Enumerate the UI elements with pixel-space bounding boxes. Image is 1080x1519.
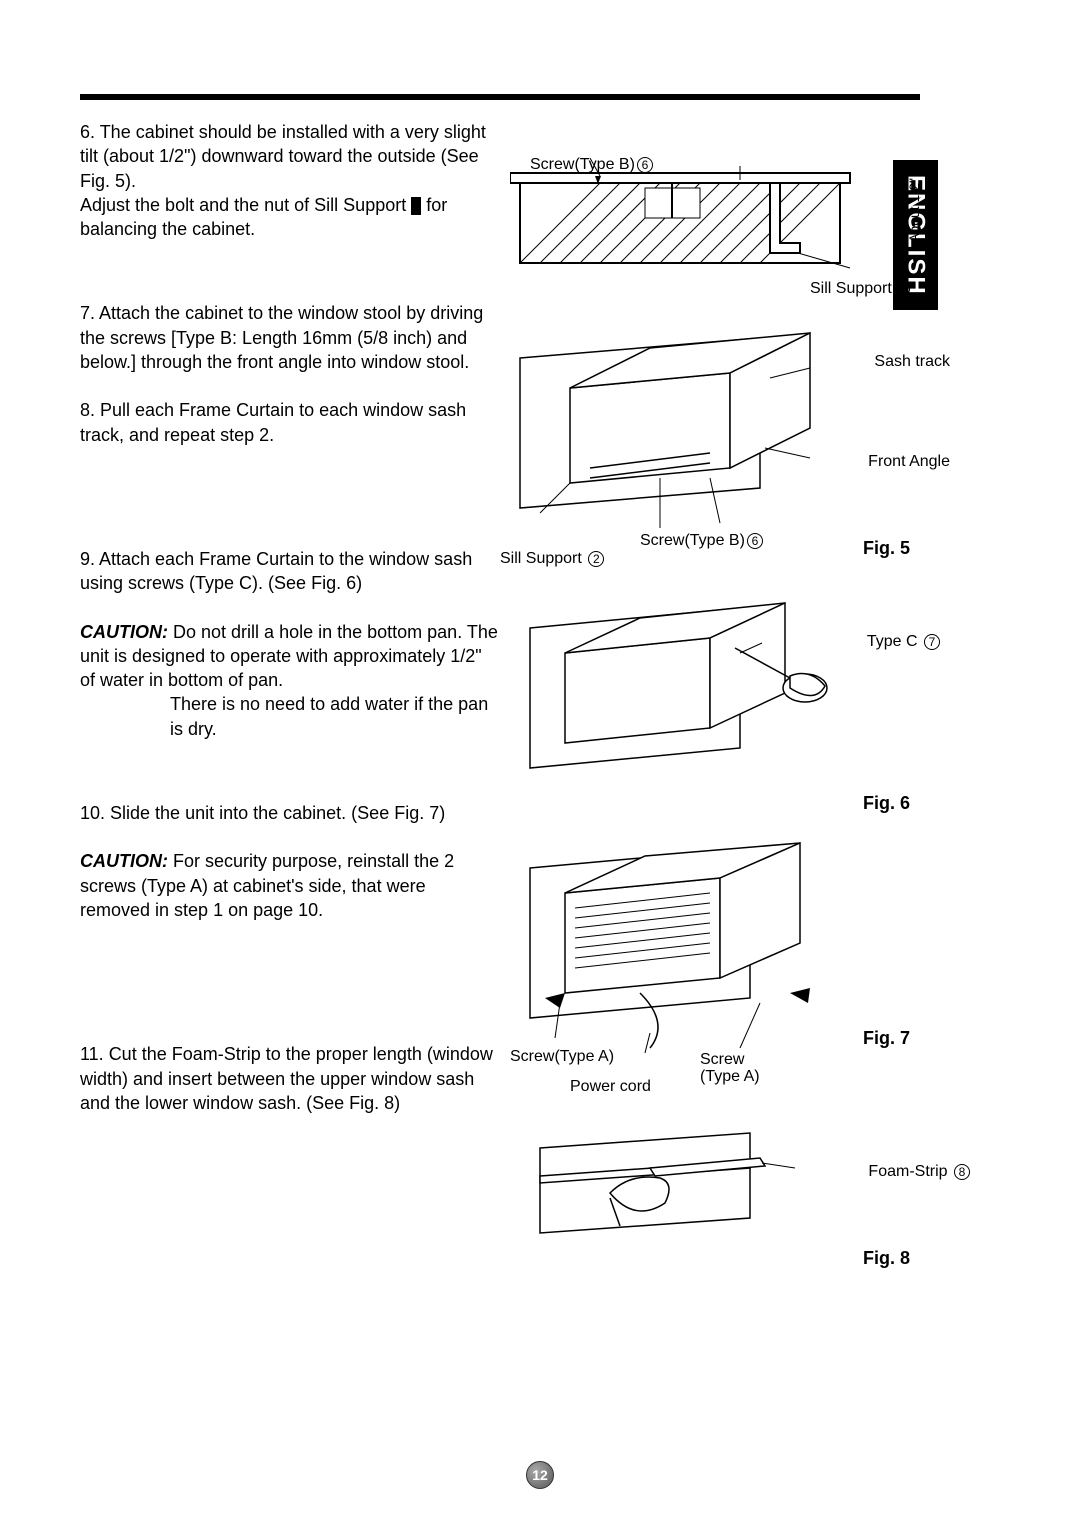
fig5-about-label: About 1/2": [906, 178, 922, 243]
step-8-text: 8. Pull each Frame Curtain to each windo…: [80, 400, 466, 444]
fig5-sill-support-l-num: 2: [588, 551, 604, 567]
fig8-block: Foam-Strip 8 Fig. 8: [510, 1128, 910, 1278]
fig5-lower-diagram: [510, 328, 850, 538]
fig8-diagram: [510, 1128, 830, 1248]
step-6-text: 6. The cabinet should be installed with …: [80, 122, 486, 191]
fig6-block: Type C 7 Fig. 6: [510, 598, 910, 818]
fig5-sill-support-l-label: Sill Support: [500, 550, 582, 567]
manual-page: ENGLISH 6. The cabinet should be install…: [0, 0, 1080, 1519]
fig5-block: Screw(Type B)6: [510, 158, 910, 308]
step-7-text: 7. Attach the cabinet to the window stoo…: [80, 303, 483, 372]
fig6-caption: Fig. 6: [510, 793, 910, 814]
step-9-text: 9. Attach each Frame Curtain to the wind…: [80, 549, 472, 593]
fig7-block: Screw(Type A) Power cord Screw (Type A) …: [510, 838, 910, 1108]
fig8-caption: Fig. 8: [510, 1248, 910, 1269]
reference-marker-icon: [411, 197, 421, 215]
caution-2-label: CAUTION:: [80, 851, 168, 871]
step-10-text: 10. Slide the unit into the cabinet. (Se…: [80, 803, 445, 823]
fig5-sill-support-r-num: 2: [894, 281, 910, 297]
step-6: 6. The cabinet should be installed with …: [80, 120, 500, 241]
step-9: 9. Attach each Frame Curtain to the wind…: [80, 547, 500, 596]
fig6-diagram: [510, 598, 850, 793]
page-number-wrap: 12: [526, 1461, 554, 1489]
fig6-type-c-label: Type C: [867, 633, 918, 650]
fig5-lower-block: Sash track Front Angle Screw(Type B)6 Si…: [510, 328, 910, 578]
instructions-column: 6. The cabinet should be installed with …: [80, 120, 500, 1139]
fig8-foam-strip-num: 8: [954, 1164, 970, 1180]
fig7-screw-a-l-label: Screw(Type A): [510, 1048, 614, 1066]
figures-column: Screw(Type B)6: [510, 140, 910, 1298]
fig5-screw-b-top-label: Screw(Type B): [530, 156, 635, 173]
caution-1-text-b: There is no need to add water if the pan…: [170, 692, 500, 741]
fig5-screw-b-bot-label: Screw(Type B): [640, 532, 745, 549]
caution-1-label: CAUTION:: [80, 622, 168, 642]
page-number: 12: [526, 1461, 554, 1489]
fig5-front-angle-label: Front Angle: [868, 453, 950, 471]
step-11-text: 11. Cut the Foam-Strip to the proper len…: [80, 1044, 493, 1113]
fig8-foam-strip-label: Foam-Strip: [868, 1163, 947, 1180]
fig7-diagram: [510, 838, 850, 1058]
top-rule: [80, 94, 920, 100]
fig5-screw-b-top-num: 6: [637, 157, 653, 173]
step-6-text2a: Adjust the bolt and the nut of Sill Supp…: [80, 195, 411, 215]
step-10: 10. Slide the unit into the cabinet. (Se…: [80, 801, 500, 825]
caution-1: CAUTION: Do not drill a hole in the bott…: [80, 620, 500, 741]
fig7-caption: Fig. 7: [510, 1028, 910, 1049]
step-8: 8. Pull each Frame Curtain to each windo…: [80, 398, 500, 447]
fig7-screw-a-r2-label: (Type A): [700, 1068, 760, 1085]
fig7-screw-a-r-label: Screw: [700, 1051, 744, 1068]
fig6-type-c-num: 7: [924, 634, 940, 650]
fig5-sash-track-label: Sash track: [874, 353, 950, 371]
fig5-screw-b-bot-num: 6: [747, 533, 763, 549]
step-11: 11. Cut the Foam-Strip to the proper len…: [80, 1042, 500, 1115]
fig5-top-diagram: [510, 158, 870, 288]
caution-2: CAUTION: For security purpose, reinstall…: [80, 849, 500, 922]
fig7-power-cord-label: Power cord: [570, 1078, 651, 1096]
fig5-sill-support-r-label: Sill Support: [810, 280, 892, 297]
step-7: 7. Attach the cabinet to the window stoo…: [80, 301, 500, 374]
